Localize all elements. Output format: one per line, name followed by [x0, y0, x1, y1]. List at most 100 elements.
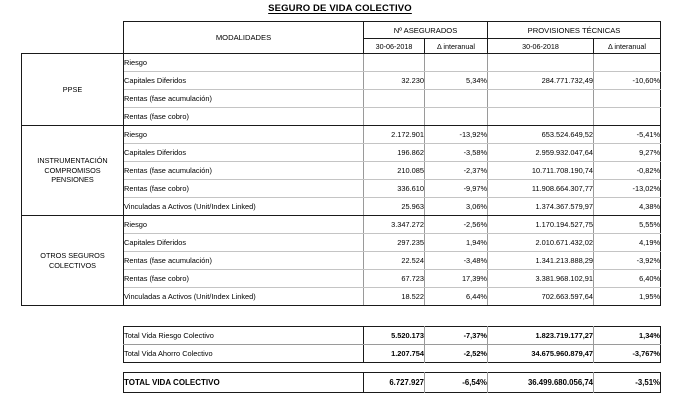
table-row: Rentas (fase cobro) 67.723 17,39% 3.381.968…: [22, 269, 662, 288]
cell-delta-asegurados: -3,48%: [424, 251, 489, 270]
cell-asegurados: 336.610: [363, 179, 425, 198]
summary-delta-asegurados: -2,52%: [424, 344, 488, 363]
cell-delta-asegurados: -13,92%: [424, 125, 489, 144]
cell-asegurados: [363, 107, 425, 126]
cell-provisiones: [487, 107, 595, 126]
cell-delta-asegurados: 5,34%: [424, 71, 489, 90]
cell-asegurados: 67.723: [363, 269, 425, 288]
cell-modalidad: Riesgo: [123, 53, 364, 72]
cell-provisiones: 1.341.213.888,29: [487, 251, 595, 270]
table-row: Capitales Diferidos 196.862 -3,58% 2.959.93…: [22, 143, 662, 162]
cell-modalidad: Rentas (fase cobro): [123, 269, 364, 288]
cell-modalidad: Capitales Diferidos: [123, 233, 364, 252]
cell-delta-asegurados: [424, 107, 489, 126]
cell-delta-provisiones: 4,38%: [593, 197, 662, 216]
cell-delta-provisiones: [593, 53, 662, 72]
cell-asegurados: 196.862: [363, 143, 425, 162]
cell-asegurados: 210.085: [363, 161, 425, 180]
table-row: Rentas (fase cobro) 336.610 -9,97% 11.908.6…: [22, 179, 662, 198]
cell-delta-asegurados: -9,97%: [424, 179, 489, 198]
cell-provisiones: 284.771.732,49: [487, 71, 595, 90]
grand-total-delta-provisiones: -3,51%: [635, 378, 660, 387]
cell-delta-provisiones: -13,02%: [593, 179, 662, 198]
cell-delta-asegurados: -2,37%: [424, 161, 489, 180]
cell-asegurados: 3.347.272: [363, 215, 425, 234]
summary-body: Total Vida Riesgo Colectivo 5.520.173 -7,3…: [123, 326, 661, 363]
cell-delta-provisiones: 1,95%: [593, 287, 662, 306]
cell-provisiones: 653.524.649,52: [487, 125, 595, 144]
header-corner-blank: [22, 22, 124, 39]
cell-delta-provisiones: 6,40%: [593, 269, 662, 288]
grand-total-row: TOTAL VIDA COLECTIVO 6.727.927 -6,54% 36…: [123, 372, 661, 393]
cell-delta-asegurados: 6,44%: [424, 287, 489, 306]
header-row-groups: MODALIDADES Nº ASEGURADOS PROVISIONES TÉ…: [22, 21, 662, 54]
cell-delta-provisiones: 9,27%: [593, 143, 662, 162]
row-group-label: INSTRUMENTACIÓN COMPROMISOS PENSIONES: [21, 125, 124, 216]
subheader-provisiones-delta: Δ interanual: [593, 38, 662, 54]
summary-provisiones: 1.823.719.177,27: [487, 326, 594, 345]
subheader-provisiones-date: 30-06-2018: [487, 38, 595, 54]
page-title: SEGURO DE VIDA COLECTIVO: [268, 3, 412, 14]
table-row: PPSE Riesgo: [21, 53, 662, 126]
cell-provisiones: [487, 53, 595, 72]
cell-provisiones: 2.010.671.432,02: [487, 233, 595, 252]
cell-provisiones: [487, 89, 595, 108]
table-row: Rentas (fase cobro): [22, 107, 662, 126]
cell-asegurados: 32.230: [363, 71, 425, 90]
summary-delta-asegurados: -7,37%: [424, 326, 488, 345]
cell-delta-asegurados: [424, 89, 489, 108]
table-body: PPSE Riesgo Capitales Diferidos 32.230 5,34%…: [21, 53, 662, 306]
cell-asegurados: 297.235: [363, 233, 425, 252]
cell-provisiones: 1.374.367.579,97: [487, 197, 595, 216]
summary-row-label: Total Vida Ahorro Colectivo: [123, 344, 364, 363]
cell-delta-provisiones: -5,41%: [593, 125, 662, 144]
cell-provisiones: 11.908.664.307,77: [487, 179, 595, 198]
cell-delta-provisiones: [593, 89, 662, 108]
row-group-label: PPSE: [21, 53, 124, 126]
cell-asegurados: 18.522: [363, 287, 425, 306]
cell-modalidad: Vinculadas a Activos (Unit/Index Linked): [123, 287, 364, 306]
cell-delta-asegurados: -3,58%: [424, 143, 489, 162]
grand-total-provisiones: 36.499.680.056,74: [487, 372, 594, 393]
table-row: Rentas (fase acumulación): [22, 89, 662, 108]
cell-modalidad: Riesgo: [123, 125, 364, 144]
cell-delta-asegurados: 3,06%: [424, 197, 489, 216]
cell-modalidad: Rentas (fase acumulación): [123, 161, 364, 180]
column-header-asegurados: Nº ASEGURADOS: [362, 21, 489, 39]
grand-total-asegurados: 6.727.927: [363, 372, 425, 393]
grand-total-label: TOTAL VIDA COLECTIVO: [123, 372, 364, 393]
main-data-table: MODALIDADES Nº ASEGURADOS PROVISIONES TÉ…: [21, 21, 662, 306]
cell-delta-provisiones: -10,60%: [593, 71, 662, 90]
cell-delta-asegurados: -2,56%: [424, 215, 489, 234]
cell-provisiones: 2.959.932.047,64: [487, 143, 595, 162]
summary-subtotals-table: Total Vida Riesgo Colectivo 5.520.173 -7,3…: [123, 326, 661, 363]
cell-modalidad: Vinculadas a Activos (Unit/Index Linked): [123, 197, 364, 216]
cell-delta-provisiones: 5,55%: [593, 215, 662, 234]
cell-provisiones: 702.663.597,64: [487, 287, 595, 306]
cell-delta-provisiones: 4,19%: [593, 233, 662, 252]
table-row: Capitales Diferidos 32.230 5,34% 284.771.73…: [22, 71, 662, 90]
table-row: Rentas (fase acumulación) 210.085 -2,37% 10…: [22, 161, 662, 180]
column-header-provisiones: PROVISIONES TÉCNICAS: [487, 21, 662, 39]
table-row: INSTRUMENTACIÓN COMPROMISOS PENSIONES Riesg…: [21, 125, 662, 216]
cell-asegurados: 25.963: [363, 197, 425, 216]
cell-provisiones: 1.170.194.527,75: [487, 215, 595, 234]
summary-row: Total Vida Riesgo Colectivo 5.520.173 -7,3…: [123, 326, 661, 345]
column-header-modalidades: MODALIDADES: [123, 21, 364, 54]
cell-asegurados: 22.524: [363, 251, 425, 270]
cell-asegurados: 2.172.901: [363, 125, 425, 144]
summary-delta-provisiones: -3,767%: [632, 349, 660, 358]
summary-delta-provisiones: 1,34%: [593, 326, 661, 345]
cell-delta-provisiones: [593, 107, 662, 126]
row-group-label: OTROS SEGUROS COLECTIVOS: [21, 215, 124, 306]
cell-modalidad: Capitales Diferidos: [123, 71, 364, 90]
table-row: Rentas (fase acumulación) 22.524 -3,48% 1.3…: [22, 251, 662, 270]
cell-modalidad: Capitales Diferidos: [123, 143, 364, 162]
cell-asegurados: [363, 89, 425, 108]
table-row: Vinculadas a Activos (Unit/Index Linked)…: [22, 197, 662, 216]
cell-modalidad: Rentas (fase cobro): [123, 107, 364, 126]
header-corner-blank-2: [22, 39, 124, 54]
subheader-asegurados-delta: Δ interanual: [423, 38, 489, 54]
summary-row: Total Vida Ahorro Colectivo 1.207.754 -2,5…: [123, 344, 661, 363]
subheader-asegurados-date: 30-06-2018: [363, 38, 425, 54]
